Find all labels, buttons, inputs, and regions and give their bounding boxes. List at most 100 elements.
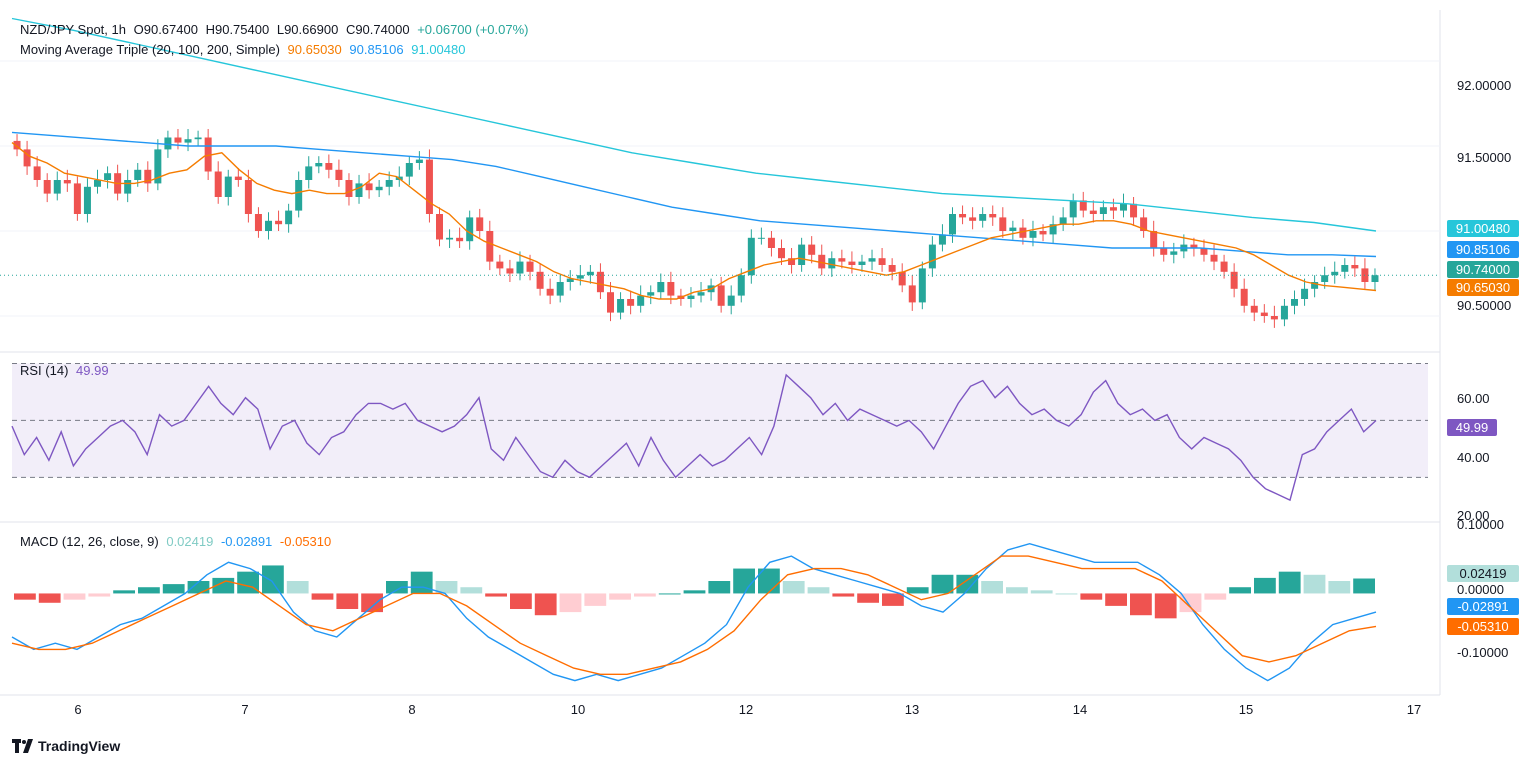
macd-histogram-bar [88, 593, 111, 597]
macd-histogram-bar [956, 574, 979, 594]
candle-body [1351, 265, 1359, 269]
macd-histogram-bar [857, 593, 879, 603]
x-tick-6: 6 [74, 702, 82, 717]
ma20-line [11, 142, 1377, 300]
candle-body [164, 137, 172, 150]
close-label: C [345, 22, 356, 37]
candle-body [1371, 275, 1379, 282]
candle-body [1059, 217, 1067, 225]
x-tick-15: 15 [1238, 702, 1254, 717]
x-tick-8: 8 [408, 702, 416, 717]
candle-body [234, 176, 242, 180]
candle-body [194, 137, 202, 140]
candle-body [1341, 265, 1349, 272]
candle-body [607, 292, 614, 313]
candle-body [456, 237, 464, 242]
close-price-label: 90.74000 [1447, 261, 1519, 278]
macd-histogram-bar [386, 581, 408, 594]
candle-body [949, 214, 956, 235]
candle-body [667, 282, 675, 296]
candle-body [1321, 275, 1329, 282]
candle-body [325, 163, 333, 170]
macd-histogram-bar [113, 590, 135, 594]
ma-title: Moving Average Triple (20, 100, 200, Sim… [20, 42, 280, 57]
candle-body [385, 180, 393, 187]
macd-histogram-bar [435, 581, 458, 594]
candle-body [516, 261, 524, 274]
rsi-tick-20: 20.00 [1457, 508, 1490, 523]
macd-histogram-bar [1254, 577, 1276, 594]
low-value: 90.66900 [284, 22, 339, 37]
close-value: 90.74000 [355, 22, 410, 37]
symbol-title: NZD/JPY Spot, 1h [20, 22, 126, 37]
candle-body [848, 261, 856, 265]
candle-body [405, 163, 413, 177]
tradingview-logo[interactable]: TradingView [12, 738, 120, 754]
ma100-value: 90.85106 [349, 42, 404, 57]
candle-body [1311, 282, 1319, 289]
candle-body [1301, 288, 1309, 299]
candle-body [898, 271, 906, 286]
candle-body [1039, 231, 1047, 235]
candle-body [767, 237, 775, 248]
candle-body [486, 231, 494, 262]
candle-body [918, 268, 926, 303]
candle-body [788, 258, 796, 265]
candle-body [295, 180, 303, 211]
candle-body [647, 292, 655, 296]
rsi-value-label: 49.99 [1447, 419, 1497, 436]
candle-body [496, 261, 504, 269]
macd-histogram-bar [733, 568, 755, 594]
macd-histogram-bar [1105, 593, 1127, 606]
candle-body [506, 268, 514, 274]
macd-histogram-bar [807, 587, 830, 594]
macd-legend: MACD (12, 26, close, 9) 0.02419 -0.02891… [20, 534, 335, 549]
candle-body [476, 217, 484, 231]
macd-histogram-bar [311, 593, 334, 600]
rsi-line [11, 373, 1377, 502]
macd-histogram-bar [262, 565, 284, 594]
rsi-legend: RSI (14) 49.99 [20, 363, 113, 378]
candle-body [908, 285, 916, 303]
candle-body [627, 299, 635, 306]
candle-body [808, 244, 816, 255]
price-tick-905: 90.50000 [1457, 298, 1512, 313]
macd-histogram-bar [906, 587, 929, 594]
candle-body [1049, 224, 1057, 235]
candle-body [1220, 261, 1228, 272]
candle-body [94, 180, 101, 187]
x-tick-17: 17 [1406, 702, 1422, 717]
macd-histogram-bar [1154, 593, 1177, 619]
candle-body [1190, 244, 1198, 248]
ma100-line [11, 131, 1377, 258]
x-tick-12: 12 [738, 702, 754, 717]
macd-histogram-bar [14, 593, 36, 600]
candle-body [33, 166, 41, 180]
ma200-line [11, 17, 1377, 232]
candle-body [657, 282, 665, 293]
candle-body [275, 220, 283, 225]
logo-text: TradingView [38, 738, 121, 754]
candle-body [1009, 227, 1017, 231]
candle-body [1210, 254, 1218, 262]
macd-histogram-bar [658, 593, 681, 595]
price-tick-92: 92.00000 [1457, 78, 1512, 93]
candle-body [938, 234, 946, 245]
candle-body [425, 159, 433, 214]
macd-hist-label: 0.02419 [1447, 565, 1519, 582]
macd-histogram-bar [460, 587, 483, 594]
macd-histogram-bar [361, 593, 383, 613]
candle-body [154, 149, 162, 184]
candle-body [214, 171, 222, 197]
open-value: 90.67400 [143, 22, 198, 37]
candle-body [566, 278, 574, 282]
candle-body [124, 180, 132, 194]
macd-histogram-bar [634, 593, 656, 597]
candle-body [576, 275, 584, 279]
macd-histogram-bar [1328, 581, 1351, 594]
macd-tick-000: 0.00000 [1457, 582, 1504, 597]
candle-body [747, 237, 755, 276]
candle-body [1170, 251, 1178, 255]
